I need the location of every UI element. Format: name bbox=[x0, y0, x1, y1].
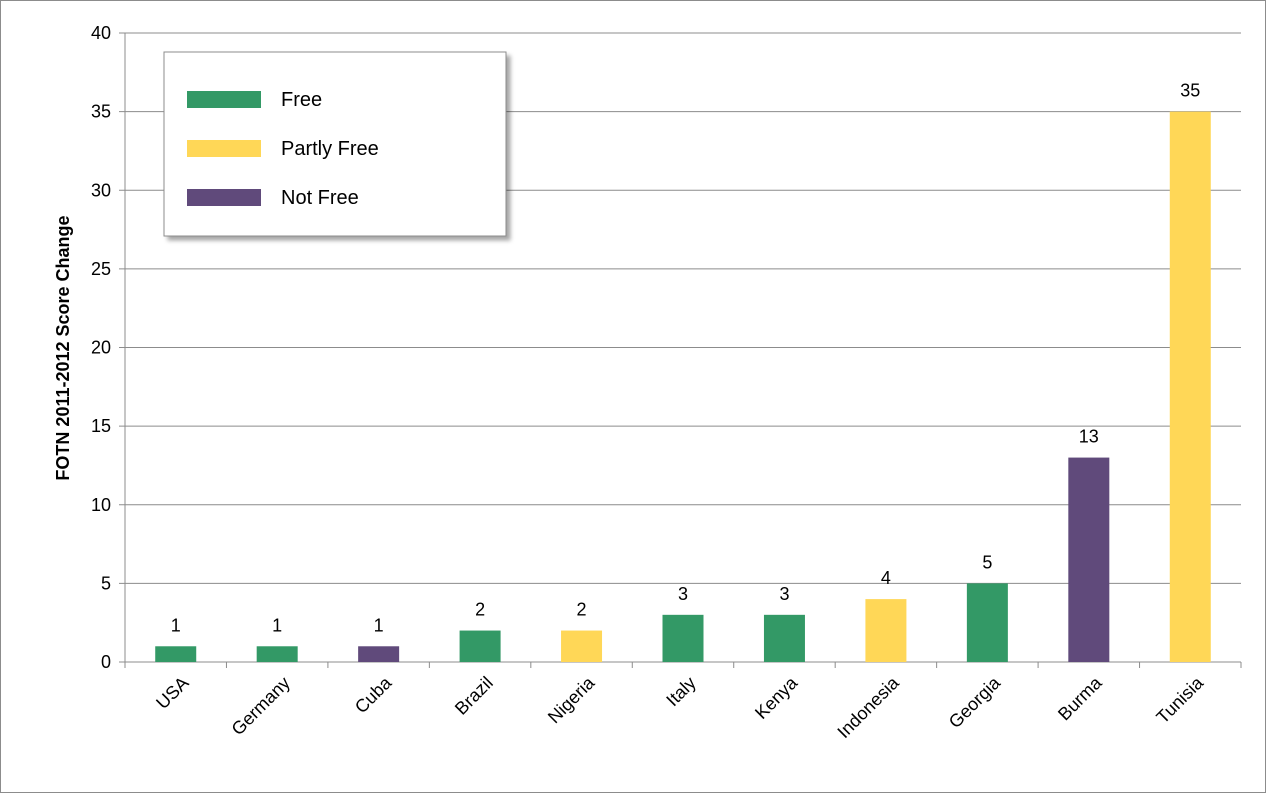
bar-cuba bbox=[358, 646, 400, 662]
x-tick-label-nigeria: Nigeria bbox=[544, 672, 599, 727]
bar-georgia bbox=[966, 583, 1008, 662]
x-tick-label-burma: Burma bbox=[1054, 672, 1106, 724]
legend-swatch-not-free bbox=[187, 189, 261, 206]
bar-brazil bbox=[459, 630, 501, 662]
x-tick-label-tunisia: Tunisia bbox=[1152, 672, 1207, 727]
bar-usa bbox=[155, 646, 197, 662]
legend-label-partly-free: Partly Free bbox=[281, 138, 379, 160]
legend-label-free: Free bbox=[281, 89, 322, 111]
y-tick-label: 10 bbox=[91, 495, 111, 515]
x-tick-label-georgia: Georgia bbox=[945, 672, 1005, 732]
legend-label-not-free: Not Free bbox=[281, 187, 359, 209]
bars bbox=[155, 111, 1211, 662]
data-label-cuba: 1 bbox=[374, 615, 384, 635]
legend: Free Partly Free Not Free bbox=[163, 51, 507, 237]
y-tick-label: 40 bbox=[91, 23, 111, 43]
bar-indonesia bbox=[865, 599, 907, 662]
data-label-italy: 3 bbox=[678, 584, 688, 604]
bar-germany bbox=[256, 646, 298, 662]
data-label-georgia: 5 bbox=[982, 552, 992, 572]
x-tick-label-italy: Italy bbox=[662, 673, 699, 710]
bar-burma bbox=[1068, 457, 1110, 662]
legend-swatch-partly-free bbox=[187, 140, 261, 157]
data-label-indonesia: 4 bbox=[881, 568, 891, 588]
data-label-kenya: 3 bbox=[779, 584, 789, 604]
data-label-usa: 1 bbox=[171, 615, 181, 635]
y-tick-label: 20 bbox=[91, 338, 111, 358]
bar-nigeria bbox=[561, 630, 603, 662]
data-label-tunisia: 35 bbox=[1180, 81, 1200, 101]
x-tick-label-germany: Germany bbox=[228, 673, 294, 739]
y-tick-label: 15 bbox=[91, 416, 111, 436]
data-label-brazil: 2 bbox=[475, 600, 485, 620]
y-tick-label: 5 bbox=[101, 573, 111, 593]
y-tick-label: 30 bbox=[91, 180, 111, 200]
data-label-burma: 13 bbox=[1079, 427, 1099, 447]
bar-kenya bbox=[763, 614, 805, 662]
bar-italy bbox=[662, 614, 704, 662]
x-tick-label-indonesia: Indonesia bbox=[833, 672, 903, 742]
bar-tunisia bbox=[1169, 111, 1211, 662]
y-tick-label: 0 bbox=[101, 652, 111, 672]
x-tick-label-brazil: Brazil bbox=[451, 673, 497, 719]
data-label-nigeria: 2 bbox=[577, 600, 587, 620]
x-tick-label-usa: USA bbox=[152, 673, 192, 713]
y-tick-label: 25 bbox=[91, 259, 111, 279]
labels: 05101520253035401USA1Germany1Cuba2Brazil… bbox=[91, 23, 1208, 742]
y-tick-label: 35 bbox=[91, 102, 111, 122]
data-label-germany: 1 bbox=[272, 615, 282, 635]
x-tick-label-cuba: Cuba bbox=[351, 672, 396, 717]
legend-swatch-free bbox=[187, 91, 261, 108]
x-tick-label-kenya: Kenya bbox=[751, 672, 802, 723]
y-axis-title: FOTN 2011-2012 Score Change bbox=[53, 215, 73, 480]
